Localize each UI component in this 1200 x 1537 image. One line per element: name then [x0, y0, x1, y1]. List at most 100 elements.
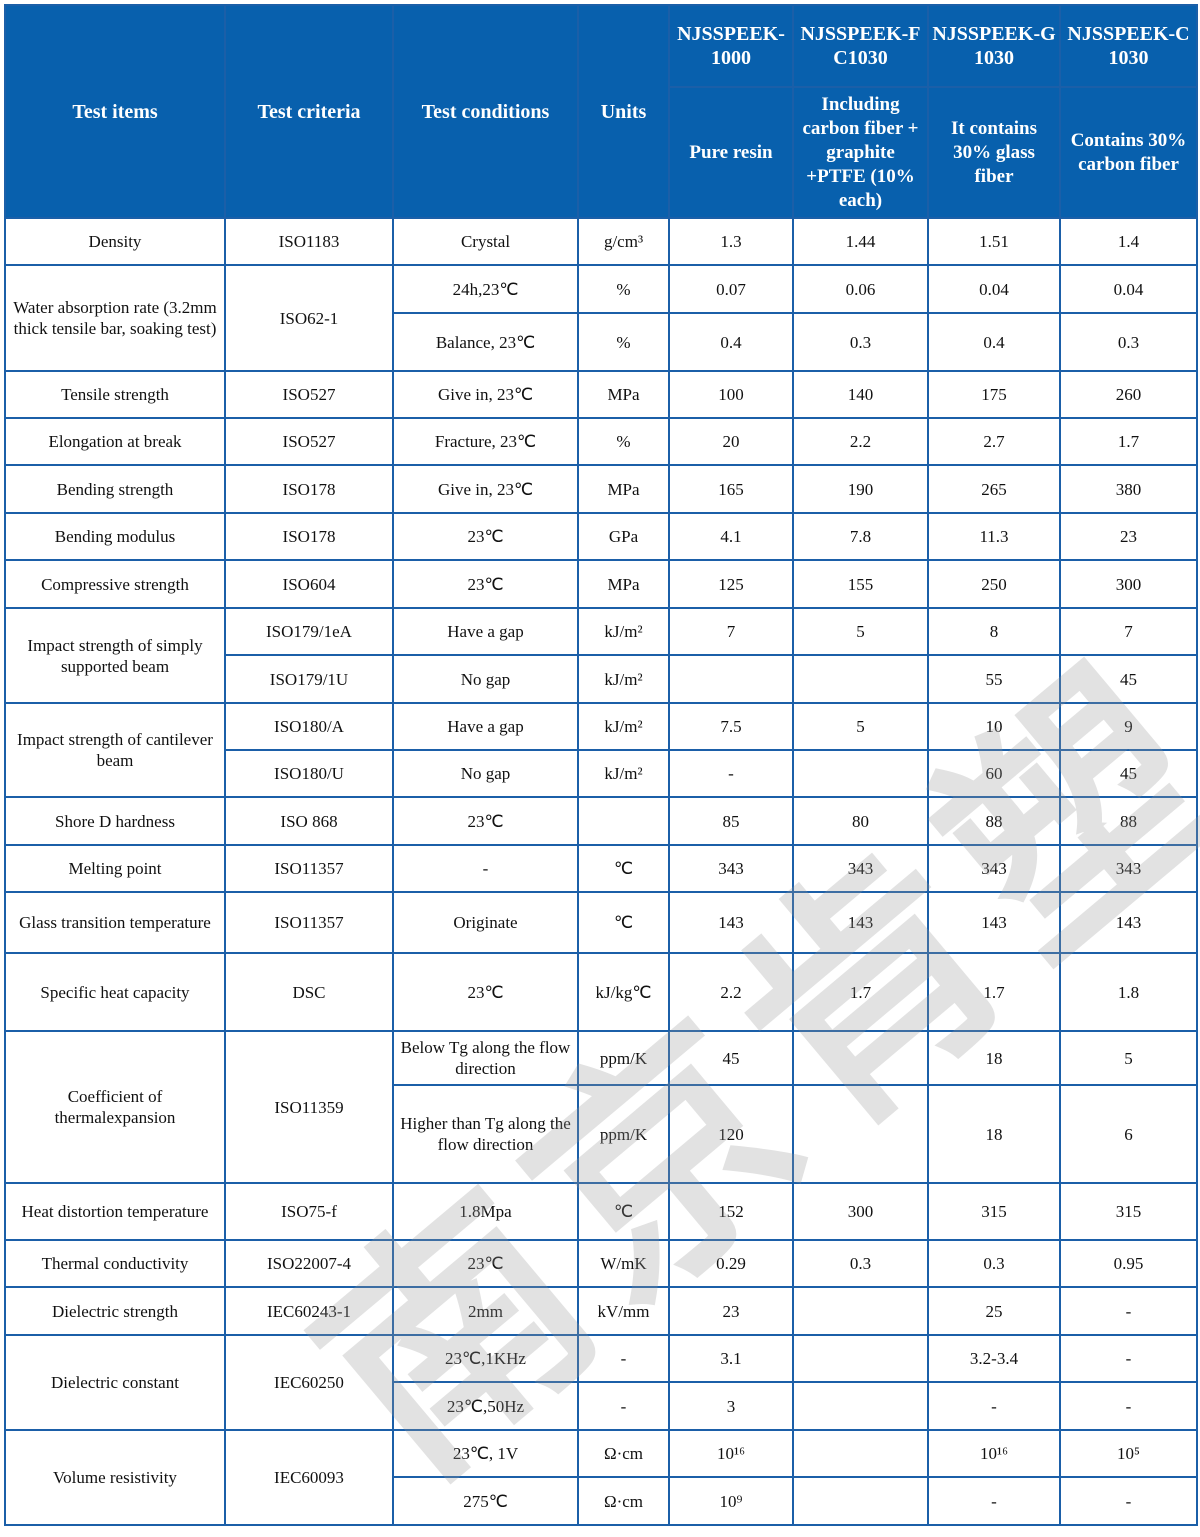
table-cell: 300 [792, 1182, 929, 1241]
table-row: 275℃ Ω·cm 10⁹ - - [5, 1476, 1198, 1526]
table-cell: Give in, 23℃ [392, 370, 579, 419]
table-cell: 3 [668, 1381, 794, 1431]
table-cell [577, 796, 670, 846]
table-cell: 88 [1059, 796, 1198, 846]
header-test-items: Test items [4, 4, 226, 219]
table-cell: 9 [1059, 702, 1198, 751]
table-cell: Fracture, 23℃ [392, 417, 579, 466]
table-cell: 11.3 [927, 512, 1061, 561]
table-cell: Dielectric constant [4, 1334, 226, 1431]
table-cell: - [392, 844, 579, 893]
table-cell [792, 654, 929, 704]
table-cell: 0.04 [927, 264, 1061, 314]
table-cell: 315 [1059, 1182, 1198, 1241]
table-cell: Tensile strength [4, 370, 226, 419]
table-cell: Give in, 23℃ [392, 464, 579, 514]
table-cell: Specific heat capacity [4, 952, 226, 1032]
table-cell: 143 [927, 891, 1061, 954]
table-cell: IEC60250 [224, 1334, 394, 1431]
table-cell: 45 [1059, 654, 1198, 704]
table-cell: 0.3 [792, 1239, 929, 1288]
table-cell [792, 1030, 929, 1086]
header-grade-name: NJSSPEEK-C1030 [1059, 4, 1198, 88]
header-grade-desc: Contains 30% carbon fiber [1059, 86, 1198, 219]
table-cell: % [577, 312, 670, 372]
table-cell: 60 [927, 749, 1061, 798]
table-cell: 23℃ [392, 952, 579, 1032]
table-cell: 1.44 [792, 217, 929, 266]
table-cell: 0.3 [792, 312, 929, 372]
table-cell: Crystal [392, 217, 579, 266]
table-cell: 315 [927, 1182, 1061, 1241]
table-cell: 55 [927, 654, 1061, 704]
table-cell: MPa [577, 559, 670, 609]
table-cell: ISO62-1 [224, 264, 394, 372]
table-cell: ISO178 [224, 512, 394, 561]
table-cell: Melting point [4, 844, 226, 893]
table-row: Bending strength ISO178 Give in, 23℃ MPa 165… [4, 464, 1198, 514]
table-cell: 24h,23℃ [392, 264, 579, 314]
table-cell: 1.4 [1059, 217, 1198, 266]
table-cell [792, 749, 929, 798]
table-cell: 0.07 [668, 264, 794, 314]
table-cell: 88 [927, 796, 1061, 846]
table-row: Coefficient of thermalexpansion ISO11359 B… [4, 1030, 1198, 1184]
table-cell: 20 [668, 417, 794, 466]
table-cell: 343 [792, 844, 929, 893]
table-cell: - [668, 749, 794, 798]
table-cell: 1.7 [1059, 417, 1198, 466]
table-cell: kJ/m² [577, 607, 670, 656]
table-cell: 0.3 [1059, 312, 1198, 372]
table-cell: ppm/K [577, 1030, 670, 1086]
table-cell: DSC [224, 952, 394, 1032]
table-cell [792, 1334, 929, 1383]
header-grade-desc: Pure resin [668, 86, 794, 219]
table-cell: 10 [927, 702, 1061, 751]
table-cell: Originate [392, 891, 579, 954]
table-cell: 343 [1059, 844, 1198, 893]
table-cell: Impact strength of cantilever beam [4, 702, 226, 798]
table-cell: 23℃ [392, 559, 579, 609]
table-cell: Coefficient of thermalexpansion [4, 1030, 226, 1184]
header-test-criteria: Test criteria [224, 4, 394, 219]
table-cell: W/mK [577, 1239, 670, 1288]
table-cell: 265 [927, 464, 1061, 514]
table-cell: 23℃,1KHz [392, 1334, 579, 1383]
table-cell: 152 [668, 1182, 794, 1241]
table-cell: ISO22007-4 [224, 1239, 394, 1288]
header-grade-name: NJSSPEEK-G1030 [927, 4, 1061, 88]
table-cell: - [927, 1476, 1061, 1526]
table-row: Heat distortion temperature ISO75-f 1.8Mpa… [4, 1182, 1198, 1241]
table-cell: 0.04 [1059, 264, 1198, 314]
table-cell: 10¹⁶ [927, 1429, 1061, 1478]
table-cell: Density [4, 217, 226, 266]
table-row: Balance, 23℃% 0.4 0.3 0.4 0.3 [5, 312, 1198, 372]
table-cell: 275℃ [392, 1476, 579, 1526]
table-cell: ISO527 [224, 370, 394, 419]
table-cell: Glass transition temperature [4, 891, 226, 954]
table-cell: ISO1183 [224, 217, 394, 266]
table-cell: ISO11357 [224, 891, 394, 954]
table-row: Water absorption rate (3.2mm thick tensi… [4, 264, 1198, 372]
table-cell: 23℃ [392, 512, 579, 561]
table-cell: 1.7 [792, 952, 929, 1032]
header-grade-name: NJSSPEEK-1000 [668, 4, 794, 88]
table-cell: Water absorption rate (3.2mm thick tensi… [4, 264, 226, 372]
table-cell: ISO178 [224, 464, 394, 514]
table-cell: 7.5 [668, 702, 794, 751]
table-cell: 25 [927, 1286, 1061, 1336]
table-cell: 45 [1059, 749, 1198, 798]
table-cell: GPa [577, 512, 670, 561]
table-row: Impact strength of cantilever beam ISO180… [4, 702, 1198, 798]
table-cell: 0.29 [668, 1239, 794, 1288]
table-cell: 175 [927, 370, 1061, 419]
table-cell: 1.7 [927, 952, 1061, 1032]
table-row: Elongation at break ISO527 Fracture, 23℃% 2… [4, 417, 1198, 466]
table-cell: 5 [792, 702, 929, 751]
table-cell: 140 [792, 370, 929, 419]
table-cell: 120 [668, 1084, 794, 1184]
table-cell: Elongation at break [4, 417, 226, 466]
table-cell: Bending modulus [4, 512, 226, 561]
table-cell: 1.8Mpa [392, 1182, 579, 1241]
table-row: Bending modulus ISO178 23℃ GPa 4.1 7.8 11.3 23 [4, 512, 1198, 561]
